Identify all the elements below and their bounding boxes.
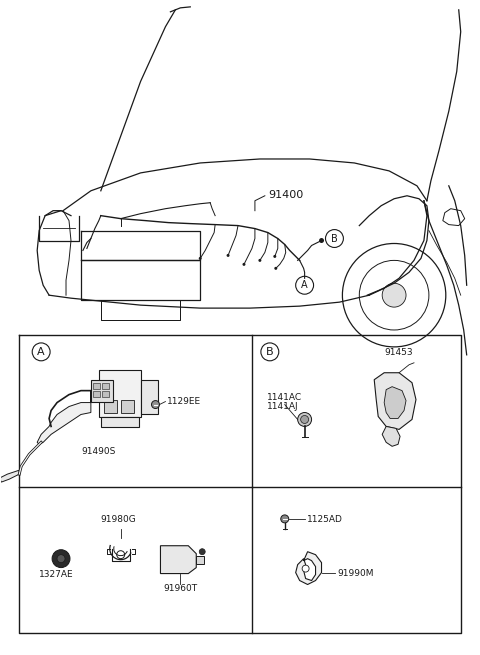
Bar bbox=[102, 390, 109, 396]
Circle shape bbox=[199, 549, 205, 555]
Polygon shape bbox=[374, 373, 416, 430]
Circle shape bbox=[382, 283, 406, 307]
Circle shape bbox=[227, 254, 229, 257]
Text: B: B bbox=[266, 347, 274, 357]
Circle shape bbox=[274, 267, 277, 270]
Circle shape bbox=[298, 413, 312, 426]
Polygon shape bbox=[0, 470, 19, 482]
Circle shape bbox=[199, 257, 202, 260]
Circle shape bbox=[258, 259, 262, 262]
Text: A: A bbox=[37, 347, 45, 357]
Text: A: A bbox=[301, 280, 308, 290]
Polygon shape bbox=[382, 426, 400, 446]
FancyBboxPatch shape bbox=[91, 380, 113, 402]
Text: 91990M: 91990M bbox=[337, 569, 374, 578]
Circle shape bbox=[273, 255, 276, 258]
Circle shape bbox=[57, 555, 65, 563]
Circle shape bbox=[242, 263, 245, 266]
Text: 1327AE: 1327AE bbox=[39, 570, 73, 578]
Text: 91400: 91400 bbox=[268, 190, 303, 200]
Circle shape bbox=[300, 415, 309, 423]
Bar bbox=[93, 390, 100, 396]
Polygon shape bbox=[160, 546, 196, 574]
Circle shape bbox=[302, 565, 309, 572]
Bar bbox=[120, 400, 133, 413]
Text: 1125AD: 1125AD bbox=[307, 515, 343, 525]
Circle shape bbox=[319, 238, 324, 243]
Bar bbox=[104, 400, 117, 413]
Text: 91980G: 91980G bbox=[101, 515, 137, 524]
Polygon shape bbox=[384, 386, 406, 419]
Polygon shape bbox=[37, 390, 91, 444]
Polygon shape bbox=[443, 209, 465, 225]
Text: 1141AC: 1141AC bbox=[267, 392, 302, 402]
Bar bbox=[196, 555, 204, 563]
Polygon shape bbox=[296, 552, 322, 584]
FancyBboxPatch shape bbox=[99, 370, 141, 417]
Circle shape bbox=[52, 550, 70, 568]
FancyBboxPatch shape bbox=[141, 380, 158, 415]
Text: 91490S: 91490S bbox=[82, 447, 116, 457]
Circle shape bbox=[281, 515, 288, 523]
Text: 91453: 91453 bbox=[384, 348, 413, 357]
FancyBboxPatch shape bbox=[101, 417, 139, 428]
Bar bbox=[102, 383, 109, 388]
Text: 1129EE: 1129EE bbox=[168, 397, 202, 406]
Text: B: B bbox=[331, 234, 338, 244]
Circle shape bbox=[152, 401, 159, 409]
Bar bbox=[93, 383, 100, 388]
Text: 91960T: 91960T bbox=[163, 584, 197, 593]
Text: 1141AJ: 1141AJ bbox=[267, 402, 299, 411]
